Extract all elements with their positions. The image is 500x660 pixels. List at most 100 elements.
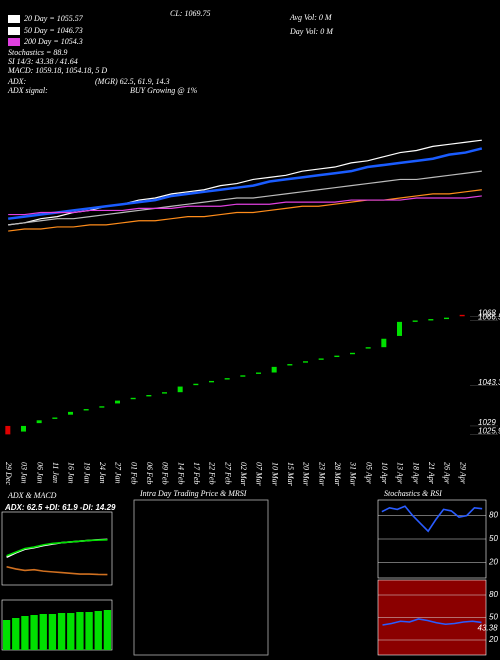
x-tick-label: 10 Mar	[270, 462, 279, 487]
x-tick-label: 14 Feb	[176, 462, 185, 484]
x-tick-label: 20 Mar	[302, 462, 311, 487]
y-tick-label: 20	[488, 635, 498, 644]
x-tick-label: 24 Jan	[98, 462, 107, 484]
candle	[115, 400, 120, 404]
annotation: BUY Growing @ 1%	[130, 86, 198, 95]
candle	[224, 378, 230, 380]
panel-title: Stochastics & RSI	[384, 489, 442, 498]
panel-subtitle: ADX: 62.5 +DI: 61.9 -DI: 14.29	[4, 503, 116, 512]
candle	[240, 375, 246, 377]
x-tick-label: 02 Mar	[239, 462, 248, 487]
annotation: Day Vol: 0 M	[289, 27, 334, 36]
candle	[162, 392, 167, 394]
panel	[133, 499, 269, 656]
empty-panel	[133, 499, 269, 656]
series-line	[6, 539, 108, 557]
y-tick-label: 80	[489, 511, 498, 520]
candle	[318, 358, 324, 360]
annotation: Stochastics = 88.9	[8, 48, 67, 57]
candle	[459, 314, 465, 317]
bar	[30, 615, 38, 650]
series-line	[382, 618, 482, 626]
candle	[412, 320, 418, 322]
legend-swatch	[8, 15, 20, 23]
y-tick-label: 1068	[478, 308, 496, 317]
last-value: 43.38	[478, 624, 499, 633]
x-tick-label: 17 Feb	[192, 462, 201, 484]
x-tick-label: 18 Apr	[411, 462, 420, 485]
panel	[1, 599, 113, 651]
x-tick-label: 15 Mar	[286, 462, 295, 487]
candle	[146, 395, 152, 397]
x-tick-label: 19 Jan	[82, 462, 91, 484]
bar	[39, 614, 47, 650]
y-tick-label: 1029	[478, 418, 496, 427]
annotation: 50 Day = 1046.73	[24, 26, 83, 35]
candle	[5, 425, 11, 435]
x-tick-label: 01 Feb	[129, 462, 138, 484]
x-tick-label: 13 Apr	[396, 462, 405, 485]
bar	[48, 614, 57, 650]
y-tick-label: 1025.98	[478, 427, 500, 436]
y-tick-label: 20	[488, 558, 498, 567]
candle	[193, 383, 199, 386]
annotation: ADX:	[7, 77, 27, 86]
bar	[85, 612, 93, 650]
y-tick-label: 1043.3	[478, 378, 500, 387]
annotation: SI 14/3: 43.38 / 41.64	[8, 57, 78, 66]
candle	[83, 409, 89, 411]
annotation: (MGR) 62.5, 61.9, 14.3	[95, 77, 170, 86]
candle	[444, 317, 449, 320]
bar	[76, 612, 84, 650]
x-tick-label: 11 Jan	[51, 462, 60, 483]
series-line	[6, 565, 108, 576]
annotation: ADX signal:	[7, 86, 48, 95]
x-tick-label: 09 Feb	[161, 462, 170, 484]
candle	[381, 338, 387, 348]
panel-title: Intra Day Trading Price & MRSI	[139, 489, 247, 498]
candle	[271, 366, 277, 373]
candle	[428, 319, 434, 321]
series-line	[8, 147, 483, 220]
candle	[177, 386, 183, 393]
bar	[94, 611, 102, 650]
x-tick-label: 29 Apr	[458, 462, 467, 485]
candle	[350, 352, 355, 355]
y-tick-label: 80	[489, 590, 498, 599]
candle	[287, 364, 293, 366]
x-tick-label: 22 Feb	[208, 462, 217, 484]
x-tick-label: 07 Mar	[255, 462, 264, 487]
legend-swatch	[8, 27, 20, 35]
y-tick-label: 1066.50	[478, 313, 500, 322]
annotation: 20 Day = 1055.57	[24, 14, 84, 23]
x-tick-label: 29 Dec	[4, 462, 13, 485]
bar	[67, 613, 75, 650]
x-tick-label: 06 Feb	[145, 462, 154, 484]
candle	[130, 397, 136, 400]
y-tick-label: 50	[489, 534, 498, 543]
x-tick-label: 10 Apr	[380, 462, 389, 485]
series-line	[8, 189, 482, 232]
x-tick-label: 27 Feb	[223, 462, 232, 484]
candle	[21, 425, 26, 432]
candle	[36, 420, 42, 424]
x-tick-label: 28 Mar	[333, 462, 342, 487]
bar	[21, 616, 29, 650]
candle	[52, 417, 58, 419]
x-tick-label: 05 Apr	[364, 462, 373, 485]
annotation: 200 Day = 1054.3	[24, 37, 83, 46]
bar	[12, 618, 20, 650]
candle	[68, 411, 73, 415]
x-tick-label: 03 Jan	[20, 462, 29, 484]
series-line	[381, 505, 483, 533]
bar	[103, 610, 112, 650]
candle	[99, 406, 105, 408]
candle	[209, 380, 214, 383]
panel-title: ADX & MACD	[7, 491, 57, 500]
y-tick-label: 50	[489, 613, 498, 622]
candle	[334, 355, 340, 358]
candle	[365, 347, 371, 349]
x-tick-label: 21 Apr	[427, 462, 436, 485]
